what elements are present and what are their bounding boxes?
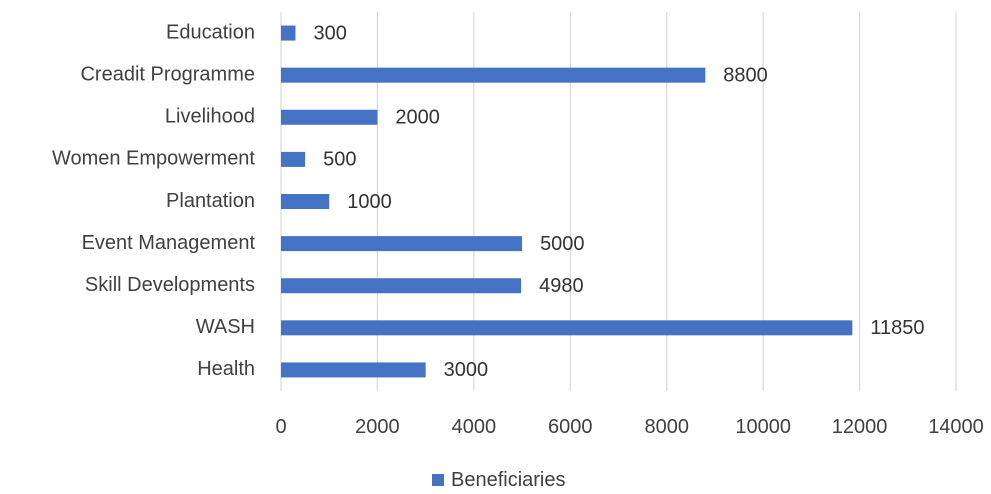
category-label: Women Empowerment <box>52 148 255 170</box>
bar-chart: Education Creadit Programme Livelihood Wome… <box>52 12 984 438</box>
bars <box>281 25 853 378</box>
bar <box>281 236 523 252</box>
data-label: 4980 <box>539 275 584 297</box>
category-labels: Education Creadit Programme Livelihood Wome… <box>52 21 255 380</box>
data-label: 11850 <box>870 317 924 339</box>
category-label: Livelihood <box>165 106 255 128</box>
legend: Beneficiaries <box>432 466 566 494</box>
category-label: Event Management <box>82 232 256 254</box>
category-label: Plantation <box>166 190 255 212</box>
data-label: 500 <box>323 149 356 171</box>
category-label: Health <box>197 358 255 380</box>
data-label: 8800 <box>723 64 768 86</box>
category-label: Creadit Programme <box>80 63 255 85</box>
bar <box>281 67 706 83</box>
bar <box>281 362 426 378</box>
x-tick-label: 6000 <box>548 416 593 438</box>
data-label: 300 <box>313 22 346 44</box>
bar <box>281 194 330 209</box>
category-label: Education <box>166 21 255 43</box>
data-label: 3000 <box>444 359 489 381</box>
data-labels: 300 8800 2000 500 1000 5000 4980 11850 3000 <box>313 22 924 381</box>
x-tick-label: 10000 <box>735 416 791 438</box>
x-tick-label: 4000 <box>452 416 497 438</box>
x-tick-label: 2000 <box>355 416 400 438</box>
bar <box>281 320 853 336</box>
bar <box>281 109 378 125</box>
x-tick-label: 12000 <box>832 416 888 438</box>
bar <box>281 25 296 41</box>
x-tick-label: 8000 <box>644 416 689 438</box>
data-label: 2000 <box>395 107 440 129</box>
legend-swatch <box>432 474 444 486</box>
category-label: Skill Developments <box>85 274 255 296</box>
bar <box>281 151 306 167</box>
x-axis-tick-labels: 0 2000 4000 6000 8000 10000 12000 14000 <box>275 416 983 438</box>
data-label: 5000 <box>540 233 585 255</box>
data-label: 1000 <box>347 191 392 213</box>
legend-label: Beneficiaries <box>451 468 566 491</box>
bar <box>281 278 522 294</box>
x-tick-label: 14000 <box>928 416 984 438</box>
x-tick-label: 0 <box>275 416 286 438</box>
category-label: WASH <box>196 316 255 338</box>
